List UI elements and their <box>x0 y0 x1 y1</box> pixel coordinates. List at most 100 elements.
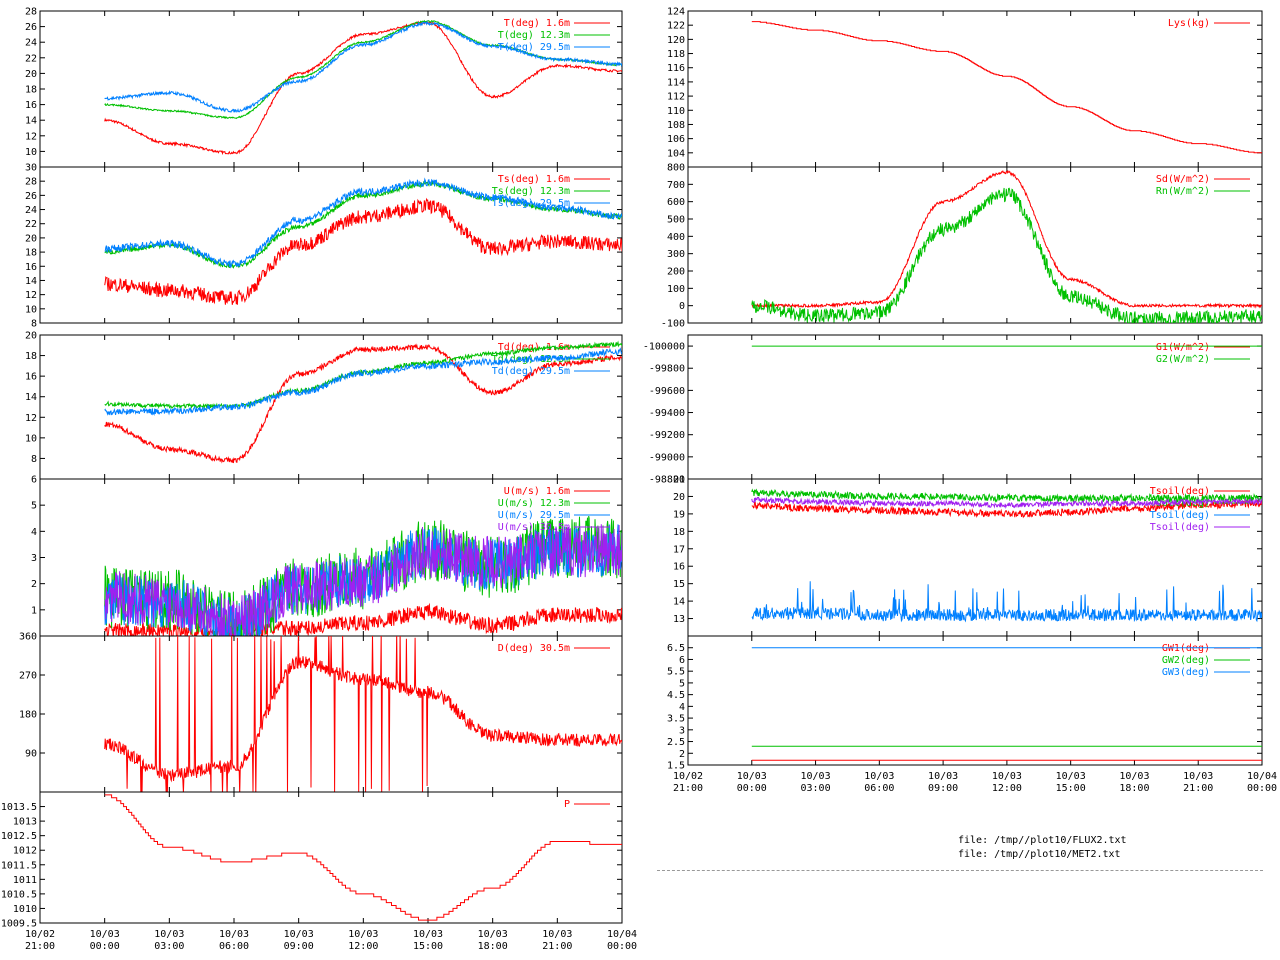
y-tick-label: 200 <box>667 267 685 278</box>
series-line <box>104 524 622 636</box>
series-line <box>104 180 622 269</box>
y-tick-label: 1012.5 <box>1 831 37 842</box>
legend-label: Sd(W/m^2) <box>1156 174 1210 185</box>
y-tick-label: 22 <box>25 219 37 230</box>
series-line <box>751 498 1262 519</box>
y-tick-label: 124 <box>667 7 685 18</box>
series-line <box>104 347 622 417</box>
x-tick-label-date: 10/03 <box>219 929 249 940</box>
y-tick-label: 16 <box>25 372 37 383</box>
y-tick-label: 14 <box>25 116 37 127</box>
x-tick-label-date: 10/03 <box>992 771 1022 782</box>
y-tick-label: 2 <box>679 749 685 760</box>
legend-label: Lys(kg) <box>1168 18 1210 29</box>
y-tick-label: 21 <box>673 475 685 486</box>
panel-l4: 1 2 3 4 5 6 U(m/s) 1.6mU(m/s) 12.3mU(m/s) 29.5… <box>31 475 623 637</box>
x-tick-label-time: 18:00 <box>1119 783 1149 794</box>
y-tick-label: 110 <box>667 106 685 117</box>
series-line <box>104 20 622 113</box>
y-tick-label: 3 <box>31 553 37 564</box>
y-tick-label: 20 <box>25 69 37 80</box>
panel-r3: -100000 -99800 -99600 -99400 -99200 -99000 -98… <box>643 334 1263 486</box>
y-tick-label: 13 <box>673 614 685 625</box>
separator-dashed <box>657 870 1263 871</box>
x-tick-label-date: 10/03 <box>1056 771 1086 782</box>
panel-l5: 90 180 270 360 D(deg) 30.5m <box>19 632 623 793</box>
x-tick-label-date: 10/04 <box>607 929 637 940</box>
x-tick-label-date: 10/03 <box>348 929 378 940</box>
y-tick-label: 90 <box>25 749 37 760</box>
y-tick-label: 22 <box>25 53 37 64</box>
y-tick-label: 10 <box>25 433 37 444</box>
y-tick-label: 118 <box>667 49 685 60</box>
x-tick-label-date: 10/03 <box>801 771 831 782</box>
legend-label: U(m/s) 29.5m <box>498 510 570 521</box>
y-tick-label: 24 <box>25 38 37 49</box>
y-tick-label: 18 <box>25 351 37 362</box>
y-tick-label: 12 <box>25 131 37 142</box>
series-line <box>104 602 622 636</box>
series-line <box>104 197 622 305</box>
legend-label: Ts(deg) 29.5m <box>492 198 570 209</box>
x-tick-label-date: 10/03 <box>413 929 443 940</box>
y-tick-label: 600 <box>667 197 685 208</box>
y-tick-label: 400 <box>667 232 685 243</box>
y-tick-label: 300 <box>667 249 685 260</box>
x-tick-label-time: 03:00 <box>154 941 184 952</box>
y-tick-label: 16 <box>25 262 37 273</box>
x-tick-label-time: 21:00 <box>1183 783 1213 794</box>
y-tick-label: 30 <box>25 163 37 174</box>
y-tick-label: 1010.5 <box>1 889 37 900</box>
y-tick-label: 14 <box>673 597 685 608</box>
x-tick-label-time: 09:00 <box>928 783 958 794</box>
x-tick-label-date: 10/03 <box>90 929 120 940</box>
x-tick-label-time: 00:00 <box>607 941 637 952</box>
x-tick-label-time: 18:00 <box>478 941 508 952</box>
y-tick-label: 10 <box>25 304 37 315</box>
x-tick-label-date: 10/02 <box>25 929 55 940</box>
series-line <box>751 21 1262 154</box>
y-tick-label: -99200 <box>649 430 685 441</box>
series-line <box>104 20 622 156</box>
x-tick-label-time: 15:00 <box>413 941 443 952</box>
y-tick-label: 112 <box>667 92 685 103</box>
y-tick-label: -100000 <box>643 342 685 353</box>
legend-label: Tsoil(deg) <box>1150 486 1210 497</box>
plot-frame <box>687 635 1263 766</box>
y-tick-label: 1011.5 <box>1 860 37 871</box>
y-tick-label: 120 <box>667 35 685 46</box>
x-tick-label-date: 10/03 <box>1183 771 1213 782</box>
x-tick-label-time: 09:00 <box>284 941 314 952</box>
series-line <box>104 177 622 268</box>
y-tick-label: 360 <box>19 632 37 643</box>
y-tick-label: 26 <box>25 191 37 202</box>
legend-label: GW2(deg) <box>1162 655 1210 666</box>
legend-label: Td(deg) 1.6m <box>498 342 570 353</box>
series-line <box>751 169 1262 309</box>
y-tick-label: 122 <box>667 21 685 32</box>
x-tick-label-date: 10/03 <box>154 929 184 940</box>
x-tick-label-date: 10/03 <box>1119 771 1149 782</box>
series-line <box>104 794 622 921</box>
y-tick-label: 20 <box>25 331 37 342</box>
y-tick-label: 14 <box>25 276 37 287</box>
series-line <box>104 343 622 464</box>
series-line <box>751 496 1262 509</box>
y-tick-label: 24 <box>25 205 37 216</box>
legend-label: D(deg) 30.5m <box>498 643 570 654</box>
x-tick-label-time: 21:00 <box>25 941 55 952</box>
plot-frame <box>39 791 623 924</box>
y-tick-label: -99400 <box>649 408 685 419</box>
y-tick-label: 1012 <box>13 846 37 857</box>
y-tick-label: -100 <box>661 319 685 330</box>
y-tick-label: 17 <box>673 544 685 555</box>
legend-label: U(m/s) 12.3m <box>498 498 570 509</box>
y-tick-label: 108 <box>667 120 685 131</box>
y-tick-label: 12 <box>25 290 37 301</box>
y-tick-label: 1010 <box>13 904 37 915</box>
y-tick-label: 4 <box>679 702 685 713</box>
panel-l1: 10 12 14 16 18 20 22 24 26 28 T(deg) 1.6mT(deg) 12… <box>25 7 623 168</box>
y-tick-label: 15 <box>673 579 685 590</box>
